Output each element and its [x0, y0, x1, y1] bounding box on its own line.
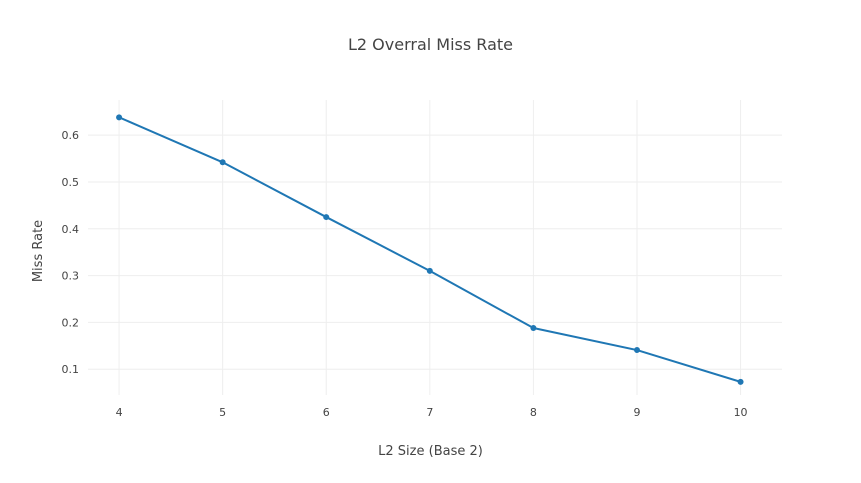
x-tick-label: 4	[116, 406, 123, 419]
y-axis-ticks: 0.1 0.2 0.3 0.4 0.5 0.6	[62, 129, 80, 376]
x-axis-title: L2 Size (Base 2)	[378, 444, 483, 459]
y-tick-label: 0.5	[62, 176, 80, 189]
y-tick-label: 0.1	[62, 363, 80, 376]
data-point	[116, 114, 123, 121]
y-tick-label: 0.4	[62, 223, 80, 236]
x-tick-label: 9	[633, 406, 640, 419]
x-tick-label: 8	[530, 406, 537, 419]
y-tick-label: 0.6	[62, 129, 80, 142]
data-point	[323, 214, 330, 221]
data-point	[737, 378, 744, 385]
data-point	[426, 267, 433, 274]
x-axis-ticks: 4 5 6 7 8 9 10	[116, 406, 748, 419]
x-tick-label: 6	[323, 406, 330, 419]
series-layer	[116, 114, 744, 385]
x-tick-label: 5	[219, 406, 226, 419]
y-axis-title: Miss Rate	[31, 220, 46, 282]
y-tick-label: 0.2	[62, 316, 80, 329]
chart-title: L2 Overral Miss Rate	[348, 35, 513, 54]
data-point	[530, 325, 537, 332]
y-tick-label: 0.3	[62, 270, 80, 283]
data-point	[633, 347, 640, 354]
grid	[88, 100, 782, 395]
data-point	[219, 159, 226, 166]
x-tick-label: 7	[426, 406, 433, 419]
x-tick-label: 10	[734, 406, 748, 419]
